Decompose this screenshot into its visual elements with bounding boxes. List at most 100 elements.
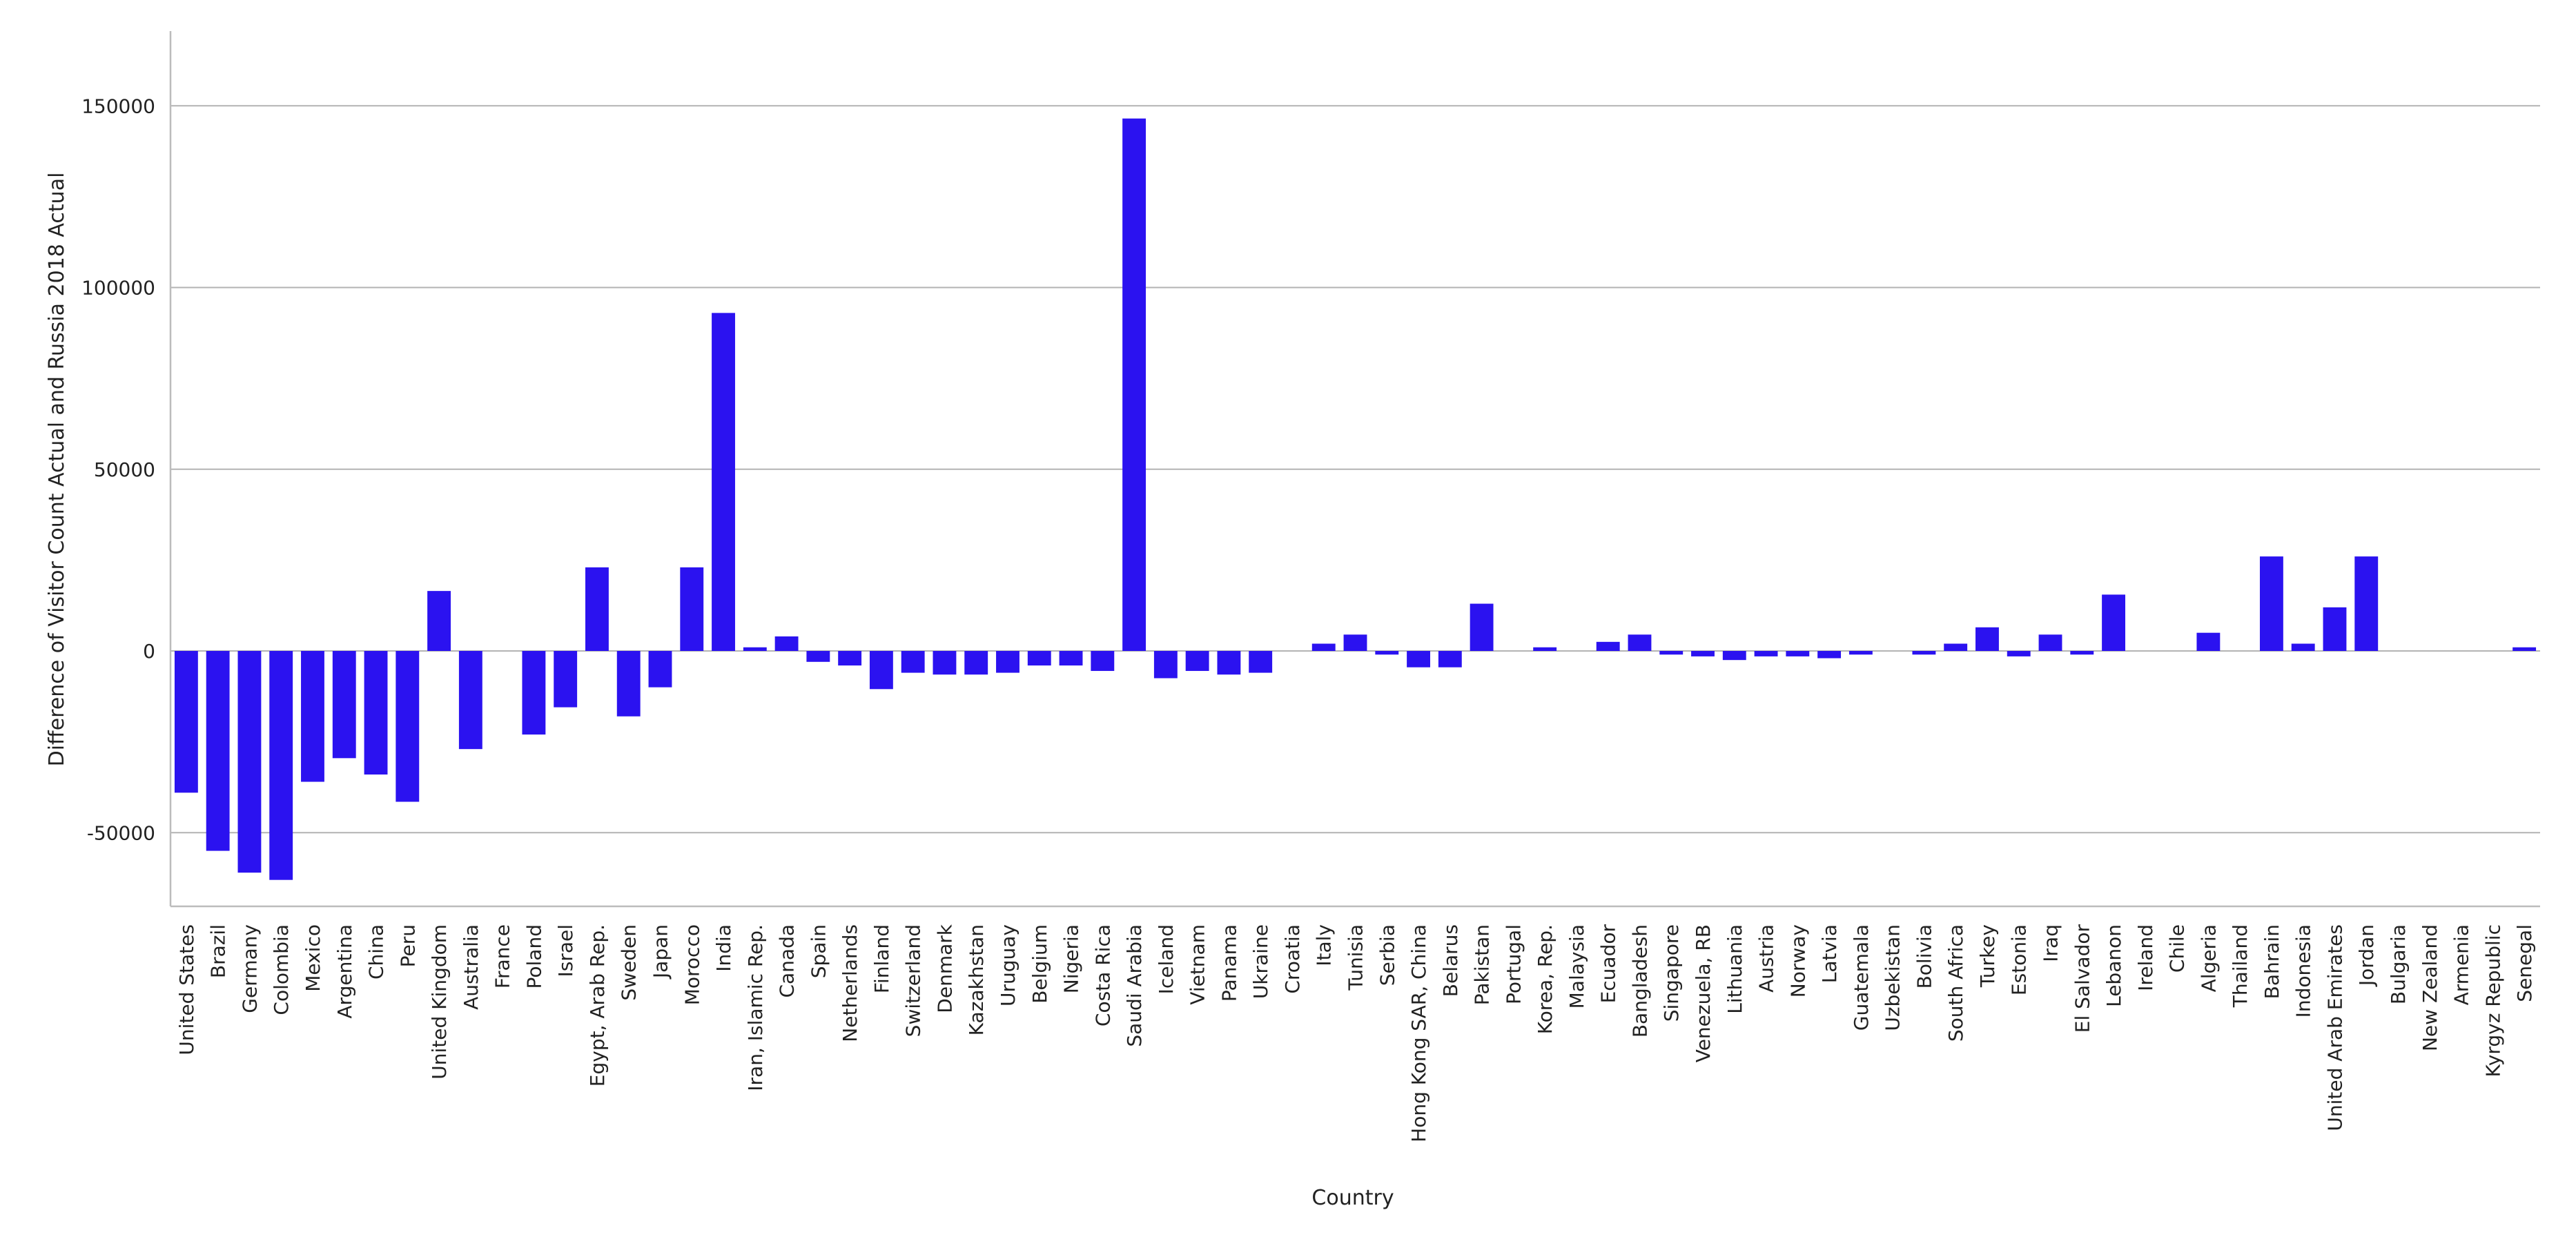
x-tick-label: Bangladesh bbox=[1628, 924, 1651, 1038]
x-tick-label: United Kingdom bbox=[428, 924, 451, 1080]
bar bbox=[1786, 651, 1810, 656]
x-tick-label: New Zealand bbox=[2419, 924, 2441, 1051]
bar bbox=[1533, 647, 1557, 651]
bar bbox=[332, 651, 356, 759]
x-tick-label: Belarus bbox=[1439, 924, 1462, 997]
bar bbox=[2007, 651, 2031, 656]
x-tick-label: Guatemala bbox=[1850, 924, 1873, 1031]
x-tick-label: Vietnam bbox=[1187, 924, 1209, 1005]
x-tick-label: Sweden bbox=[618, 924, 641, 1001]
bar bbox=[2354, 556, 2379, 651]
x-tick-label: Egypt, Arab Rep. bbox=[586, 924, 609, 1087]
bar bbox=[996, 651, 1019, 673]
x-tick-label: Lithuania bbox=[1724, 924, 1746, 1014]
bar bbox=[1596, 641, 1620, 651]
x-tick-label: Saudi Arabia bbox=[1123, 924, 1146, 1047]
x-tick-label: Serbia bbox=[1376, 924, 1398, 986]
x-tick-label: Ireland bbox=[2134, 924, 2157, 991]
x-tick-label: Australia bbox=[460, 924, 482, 1010]
x-tick-label: Jordan bbox=[2355, 924, 2378, 987]
bar bbox=[1628, 634, 1652, 651]
bar bbox=[1311, 643, 1336, 651]
x-tick-label: Algeria bbox=[2197, 924, 2220, 992]
x-tick-label: Italy bbox=[1313, 924, 1336, 966]
bar bbox=[1343, 634, 1367, 651]
y-tick-label: 0 bbox=[143, 640, 155, 663]
bar bbox=[206, 651, 230, 851]
bar bbox=[554, 651, 578, 708]
bar bbox=[2070, 651, 2094, 655]
bar bbox=[1185, 651, 1209, 671]
bar bbox=[680, 567, 704, 651]
bar bbox=[1059, 651, 1083, 666]
x-tick-label: Norway bbox=[1786, 924, 1809, 997]
x-tick-label: Thailand bbox=[2229, 924, 2252, 1008]
bar bbox=[2291, 643, 2315, 651]
bar bbox=[269, 651, 293, 880]
bar bbox=[427, 591, 451, 651]
x-tick-label: Lebanon bbox=[2102, 924, 2125, 1007]
x-tick-label: Turkey bbox=[1976, 924, 1999, 988]
bar bbox=[237, 651, 262, 873]
x-tick-label: China bbox=[365, 924, 388, 980]
bar bbox=[1091, 651, 1115, 671]
y-tick-label: 100000 bbox=[81, 277, 155, 300]
x-tick-label: Switzerland bbox=[902, 924, 925, 1037]
x-tick-label: Morocco bbox=[681, 924, 703, 1005]
bar bbox=[1470, 603, 1494, 651]
x-tick-label: Denmark bbox=[933, 924, 956, 1013]
bar bbox=[806, 651, 830, 662]
x-tick-label: Chile bbox=[2166, 924, 2189, 973]
bar bbox=[1912, 651, 1936, 655]
bar bbox=[1754, 651, 1778, 656]
x-tick-label: Estonia bbox=[2008, 924, 2031, 995]
y-tick-label: 50000 bbox=[94, 458, 155, 481]
x-tick-label: India bbox=[712, 924, 735, 972]
x-tick-label: Brazil bbox=[207, 924, 230, 978]
bar bbox=[2102, 594, 2125, 651]
x-tick-label: Panama bbox=[1218, 924, 1240, 1002]
bar bbox=[396, 651, 420, 802]
bar bbox=[1122, 118, 1146, 652]
x-tick-label: Bahrain bbox=[2261, 924, 2283, 999]
x-tick-label: Venezuela, RB bbox=[1692, 924, 1715, 1062]
x-tick-label: Uzbekistan bbox=[1882, 924, 1904, 1031]
x-tick-label: United Arab Emirates bbox=[2323, 924, 2346, 1131]
bar bbox=[1817, 651, 1842, 659]
x-tick-label: Iran, Islamic Rep. bbox=[744, 924, 767, 1091]
x-tick-label: Iceland bbox=[1155, 924, 1178, 994]
bar bbox=[1375, 651, 1399, 655]
x-tick-label: Netherlands bbox=[839, 924, 861, 1042]
x-tick-label: Colombia bbox=[270, 924, 293, 1015]
y-tick-label: 150000 bbox=[81, 95, 155, 117]
labels: -50000 0 50000 100000 150000 United States Bra… bbox=[81, 95, 2536, 1142]
bar bbox=[838, 651, 862, 666]
x-tick-label: Hong Kong SAR, China bbox=[1407, 924, 1430, 1142]
x-tick-label: Portugal bbox=[1502, 924, 1525, 1004]
bar bbox=[1407, 651, 1430, 668]
x-tick-label: Ecuador bbox=[1597, 924, 1620, 1004]
bar bbox=[869, 651, 893, 690]
x-tick-label: Ukraine bbox=[1249, 924, 1272, 999]
x-tick-label: France bbox=[491, 924, 514, 988]
x-tick-label: Bolivia bbox=[1913, 924, 1935, 988]
bar bbox=[1153, 651, 1178, 679]
bar bbox=[1027, 651, 1051, 666]
x-tick-label: Spain bbox=[807, 924, 830, 978]
x-tick-label: South Africa bbox=[1944, 924, 1967, 1042]
bar bbox=[964, 651, 988, 675]
bar bbox=[1217, 651, 1241, 675]
x-tick-label: Nigeria bbox=[1060, 924, 1083, 993]
bar bbox=[1975, 627, 1999, 651]
x-tick-label: Poland bbox=[523, 924, 545, 988]
bar bbox=[616, 651, 641, 717]
bar bbox=[2323, 607, 2347, 651]
x-tick-label: Malaysia bbox=[1565, 924, 1588, 1009]
bar bbox=[648, 651, 672, 688]
bar bbox=[458, 651, 482, 750]
x-tick-label: Costa Rica bbox=[1091, 924, 1114, 1026]
x-tick-label: Peru bbox=[396, 924, 419, 967]
bars bbox=[174, 118, 2537, 880]
x-tick-label: Germany bbox=[238, 924, 261, 1013]
bar bbox=[2512, 647, 2537, 651]
